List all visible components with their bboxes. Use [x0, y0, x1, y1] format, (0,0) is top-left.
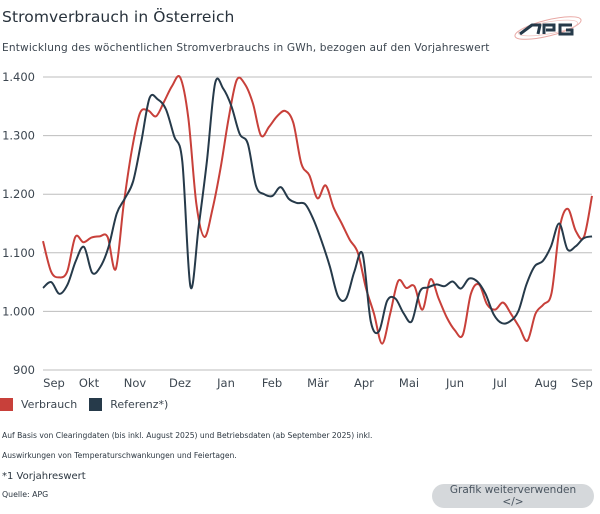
logo-swoosh-2: [518, 19, 578, 37]
y-tick-label: 1.200: [2, 187, 35, 201]
legend-item-referenz[interactable]: Referenz*): [89, 398, 168, 411]
x-tick-label: Jun: [445, 376, 464, 390]
source-label: Quelle: APG: [2, 490, 49, 499]
legend-swatch-verbrauch: [0, 398, 13, 411]
x-tick-label: Mär: [307, 376, 329, 390]
y-axis-ticks: 1.400 1.300 1.200 1.100 1.000 900: [2, 70, 35, 377]
logo-letter-g: [558, 23, 574, 36]
note-line-2: Auswirkungen von Temperaturschwankungen …: [2, 451, 237, 460]
x-tick-label: Dez: [169, 376, 191, 390]
legend: Verbrauch Referenz*): [0, 398, 180, 411]
line-chart: 1.400 1.300 1.200 1.100 1.000 900 Sep Okt Nov De…: [2, 70, 593, 390]
footnote: *1 Vorjahreswert: [2, 471, 86, 482]
x-tick-label: Feb: [262, 376, 282, 390]
legend-item-verbrauch[interactable]: Verbrauch: [0, 398, 77, 411]
chart-title: Stromverbrauch in Österreich: [2, 8, 235, 26]
legend-swatch-referenz: [89, 398, 103, 411]
apg-logo: [514, 16, 582, 40]
legend-label-referenz: Referenz*): [110, 398, 169, 411]
chart-subtitle: Entwicklung des wöchentlichen Stromverbr…: [2, 42, 490, 54]
x-tick-label: Okt: [79, 376, 100, 390]
x-tick-label: Jan: [216, 376, 235, 390]
y-tick-label: 1.000: [2, 304, 35, 318]
y-tick-label: 1.300: [2, 129, 35, 143]
note-line-1: Auf Basis von Clearingdaten (bis inkl. A…: [2, 431, 373, 440]
x-tick-label: Apr: [354, 376, 374, 390]
series-line-verbrauch[interactable]: [42, 75, 593, 345]
x-tick-label: Aug: [535, 376, 557, 390]
x-axis-ticks: Sep Okt Nov Dez Jan Feb Mär Apr Mai Jun Jul Aug Sep: [43, 376, 593, 390]
x-tick-label: Nov: [124, 376, 147, 390]
y-tick-label: 1.100: [2, 246, 35, 260]
x-tick-label: Jul: [492, 376, 507, 390]
y-tick-label: 900: [13, 363, 35, 377]
y-tick-label: 1.400: [2, 70, 35, 84]
logo-swoosh: [514, 16, 582, 40]
x-tick-label: Sep: [571, 376, 593, 390]
series-line-referenz[interactable]: [42, 77, 593, 335]
reuse-graphic-button[interactable]: Grafik weiterverwenden </>: [432, 484, 594, 508]
x-tick-label: Sep: [43, 376, 65, 390]
x-tick-label: Mai: [399, 376, 419, 390]
legend-label-verbrauch: Verbrauch: [21, 398, 78, 411]
logo-letter-p: [542, 23, 556, 34]
grid-lines: [43, 76, 592, 371]
logo-letter-a: [519, 23, 542, 36]
series-lines: [42, 75, 593, 345]
